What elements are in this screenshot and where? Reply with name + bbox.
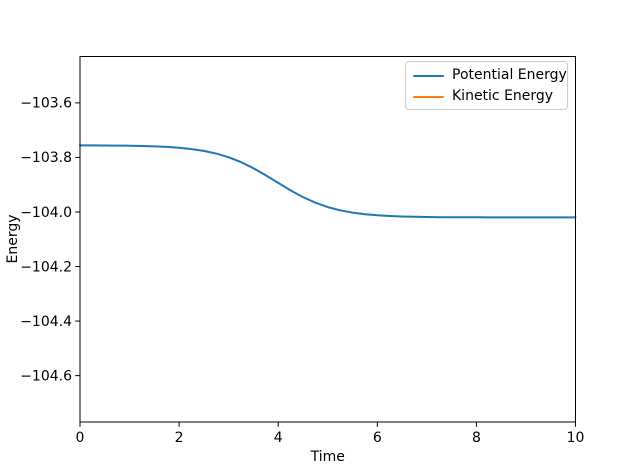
x-tick-label: 10 xyxy=(567,430,585,446)
y-tick-label: −104.4 xyxy=(20,314,72,330)
legend: Potential Energy Kinetic Energy xyxy=(405,61,568,110)
y-tick-label: −103.8 xyxy=(20,150,72,166)
legend-entry-kinetic-energy: Kinetic Energy xyxy=(413,86,560,107)
y-tick-label: −104.6 xyxy=(20,368,72,384)
y-tick-label: −104.0 xyxy=(20,205,72,221)
x-tick-label: 2 xyxy=(175,430,184,446)
plot-border xyxy=(79,56,576,423)
legend-label-kinetic-energy: Kinetic Energy xyxy=(452,88,554,104)
y-tick-label: −104.2 xyxy=(20,259,72,275)
x-tick-label: 8 xyxy=(472,430,481,446)
legend-entry-potential-energy: Potential Energy xyxy=(413,65,567,86)
legend-label-potential-energy: Potential Energy xyxy=(452,67,567,83)
x-tick-label: 6 xyxy=(373,430,382,446)
y-tick-label: −103.6 xyxy=(20,96,72,112)
x-axis-label: Time xyxy=(310,449,345,465)
potential-energy-line-icon xyxy=(413,74,444,77)
x-tick-label: 0 xyxy=(76,430,85,446)
y-axis-label: Energy xyxy=(5,214,21,263)
kinetic-energy-line-icon xyxy=(413,95,444,98)
x-tick-label: 4 xyxy=(274,430,283,446)
potential-energy-line xyxy=(79,144,577,219)
